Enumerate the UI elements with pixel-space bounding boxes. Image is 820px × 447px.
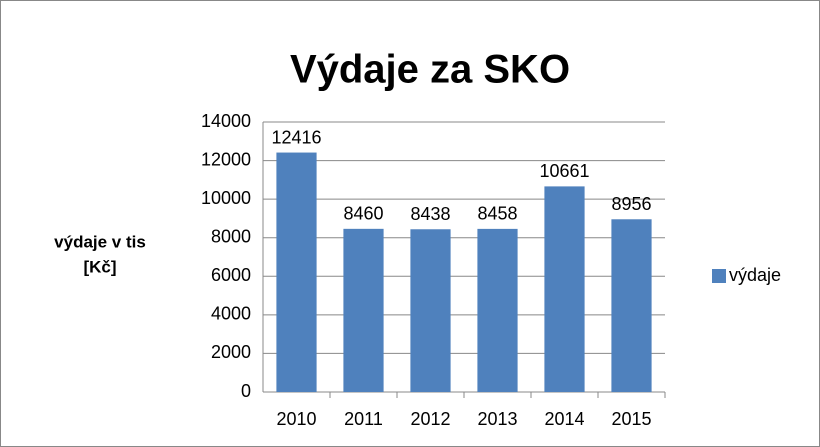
- bar: [477, 228, 518, 392]
- bar: [343, 228, 384, 392]
- y-tick-label: 6000: [211, 265, 251, 285]
- bar: [276, 152, 317, 392]
- x-tick-label: 2014: [544, 409, 584, 429]
- data-label: 8458: [477, 204, 517, 224]
- y-tick-label: 12000: [201, 149, 251, 169]
- y-axis-label: výdaje v tis: [54, 232, 146, 251]
- bar: [544, 186, 585, 392]
- y-tick-label: 2000: [211, 342, 251, 362]
- x-tick-label: 2015: [611, 409, 651, 429]
- x-tick-label: 2013: [477, 409, 517, 429]
- y-tick-label: 8000: [211, 226, 251, 246]
- data-label: 12416: [271, 127, 321, 147]
- x-tick-label: 2011: [344, 409, 383, 429]
- data-label: 8460: [343, 204, 383, 224]
- data-label: 8956: [611, 194, 651, 214]
- y-axis-label: [Kč]: [83, 257, 116, 276]
- y-tick-label: 14000: [201, 111, 251, 131]
- y-tick-label: 0: [241, 381, 251, 401]
- x-tick-label: 2010: [276, 409, 316, 429]
- y-tick-label: 10000: [201, 188, 251, 208]
- y-tick-label: 4000: [211, 304, 251, 324]
- bar: [410, 229, 451, 392]
- bar: [611, 219, 652, 392]
- x-tick-label: 2012: [410, 409, 450, 429]
- chart-title: Výdaje za SKO: [290, 48, 570, 92]
- data-label: 8438: [410, 204, 450, 224]
- data-label: 10661: [539, 161, 589, 181]
- legend-label: výdaje: [729, 265, 781, 285]
- legend-swatch: [712, 269, 726, 283]
